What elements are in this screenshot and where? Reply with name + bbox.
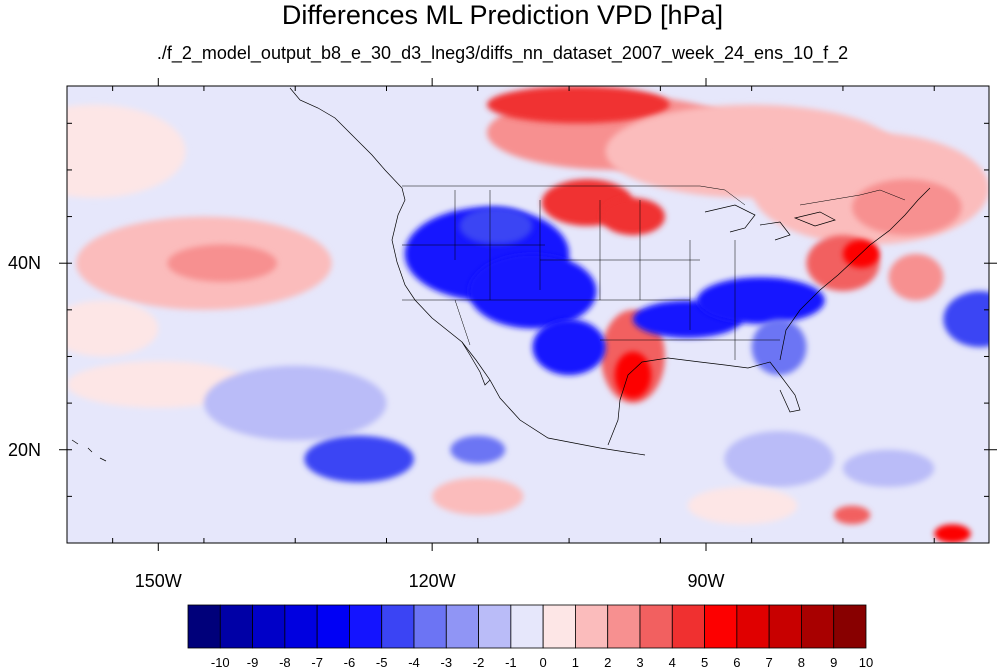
colorbar xyxy=(187,604,867,649)
colorbar-label: 3 xyxy=(636,655,644,670)
colorbar-swatch xyxy=(639,604,673,649)
lon-tick-label: 150W xyxy=(134,571,182,591)
colorbar-swatch xyxy=(510,604,544,649)
lon-tick-label: 90W xyxy=(687,571,725,591)
field-region xyxy=(432,477,524,516)
field-region xyxy=(724,431,834,488)
colorbar-label: -9 xyxy=(246,655,259,670)
field-region xyxy=(468,253,597,329)
plot-title: Differences ML Prediction VPD [hPa] xyxy=(281,0,724,30)
colorbar-label: 8 xyxy=(797,655,806,670)
colorbar-label: -4 xyxy=(408,655,420,670)
colorbar-swatch xyxy=(316,604,350,649)
colorbar-label: 9 xyxy=(830,655,838,670)
field-region xyxy=(486,86,670,124)
colorbar-swatch xyxy=(478,604,512,649)
colorbar-label: 5 xyxy=(700,655,709,670)
field-region xyxy=(833,505,871,525)
colorbar-label: -3 xyxy=(440,655,453,670)
colorbar-label: -6 xyxy=(343,655,356,670)
colorbar-swatch xyxy=(671,604,705,649)
field-layer xyxy=(67,86,989,543)
state-borders xyxy=(402,185,906,360)
lat-tick-label: 20N xyxy=(8,439,42,460)
field-region xyxy=(67,104,186,198)
lon-tick-label: 120W xyxy=(408,571,456,591)
colorbar-label: -2 xyxy=(472,655,485,670)
field-region xyxy=(459,207,533,245)
canada-us-border xyxy=(402,185,906,206)
colorbar-label: -10 xyxy=(210,655,230,670)
colorbar-label: 10 xyxy=(858,655,874,670)
colorbar-swatch xyxy=(445,604,479,649)
field-region xyxy=(696,277,825,324)
field-region xyxy=(614,351,652,399)
colorbar-swatch xyxy=(607,604,641,649)
colorbar-swatch xyxy=(187,604,221,649)
gulf-coastline xyxy=(607,357,801,446)
colorbar-label: 7 xyxy=(765,655,773,670)
field-region xyxy=(167,244,277,282)
plot-frame xyxy=(66,85,990,544)
colorbar-label: 6 xyxy=(733,655,741,670)
east-coastline xyxy=(779,187,931,361)
colorbar-swatch xyxy=(219,604,253,649)
baja-peninsula xyxy=(461,341,491,386)
west-coastline xyxy=(289,87,646,456)
colorbar-label: -7 xyxy=(311,655,323,670)
great-lakes xyxy=(704,204,836,241)
field-region xyxy=(842,239,880,268)
colorbar-label: -1 xyxy=(505,655,517,670)
colorbar-label: 2 xyxy=(604,655,612,670)
lat-tick-label: 40N xyxy=(8,253,42,274)
colorbar-swatch xyxy=(736,604,770,649)
field-region xyxy=(67,300,159,357)
colorbar-swatch xyxy=(284,604,318,649)
field-region xyxy=(888,253,944,301)
field-region xyxy=(943,291,989,348)
hawaii-islands xyxy=(71,439,107,462)
field-region xyxy=(67,361,250,408)
colorbar-swatch xyxy=(542,604,576,649)
colorbar-swatch xyxy=(833,604,867,649)
axis-ticks xyxy=(59,78,997,551)
colorbar-label: -5 xyxy=(375,655,388,670)
colorbar-swatch xyxy=(381,604,415,649)
field-region xyxy=(934,524,971,543)
field-region xyxy=(842,449,935,488)
state-grid xyxy=(402,190,780,360)
colorbar-swatch xyxy=(768,604,802,649)
field-region xyxy=(601,197,665,236)
field-region xyxy=(852,179,962,236)
field-region xyxy=(751,319,807,376)
colorbar-swatch xyxy=(252,604,286,649)
plot-subtitle: ./f_2_model_output_b8_e_30_d3_lneg3/diff… xyxy=(156,43,849,63)
colorbar-label: 4 xyxy=(668,655,676,670)
colorbar-label: -8 xyxy=(279,655,291,670)
colorbar-swatch xyxy=(575,604,609,649)
colorbar-swatch xyxy=(801,604,835,649)
colorbar-label: 1 xyxy=(571,655,580,670)
field-region xyxy=(203,365,387,441)
colorbar-swatch xyxy=(349,604,383,649)
colorbar-label: 0 xyxy=(539,655,547,670)
field-region xyxy=(687,487,798,525)
plot-area xyxy=(59,78,997,551)
field-region xyxy=(304,435,414,483)
field-region xyxy=(450,435,506,464)
coastlines xyxy=(71,87,931,462)
colorbar-swatch xyxy=(413,604,447,649)
colorbar-swatch xyxy=(704,604,738,649)
field-region xyxy=(532,319,606,376)
